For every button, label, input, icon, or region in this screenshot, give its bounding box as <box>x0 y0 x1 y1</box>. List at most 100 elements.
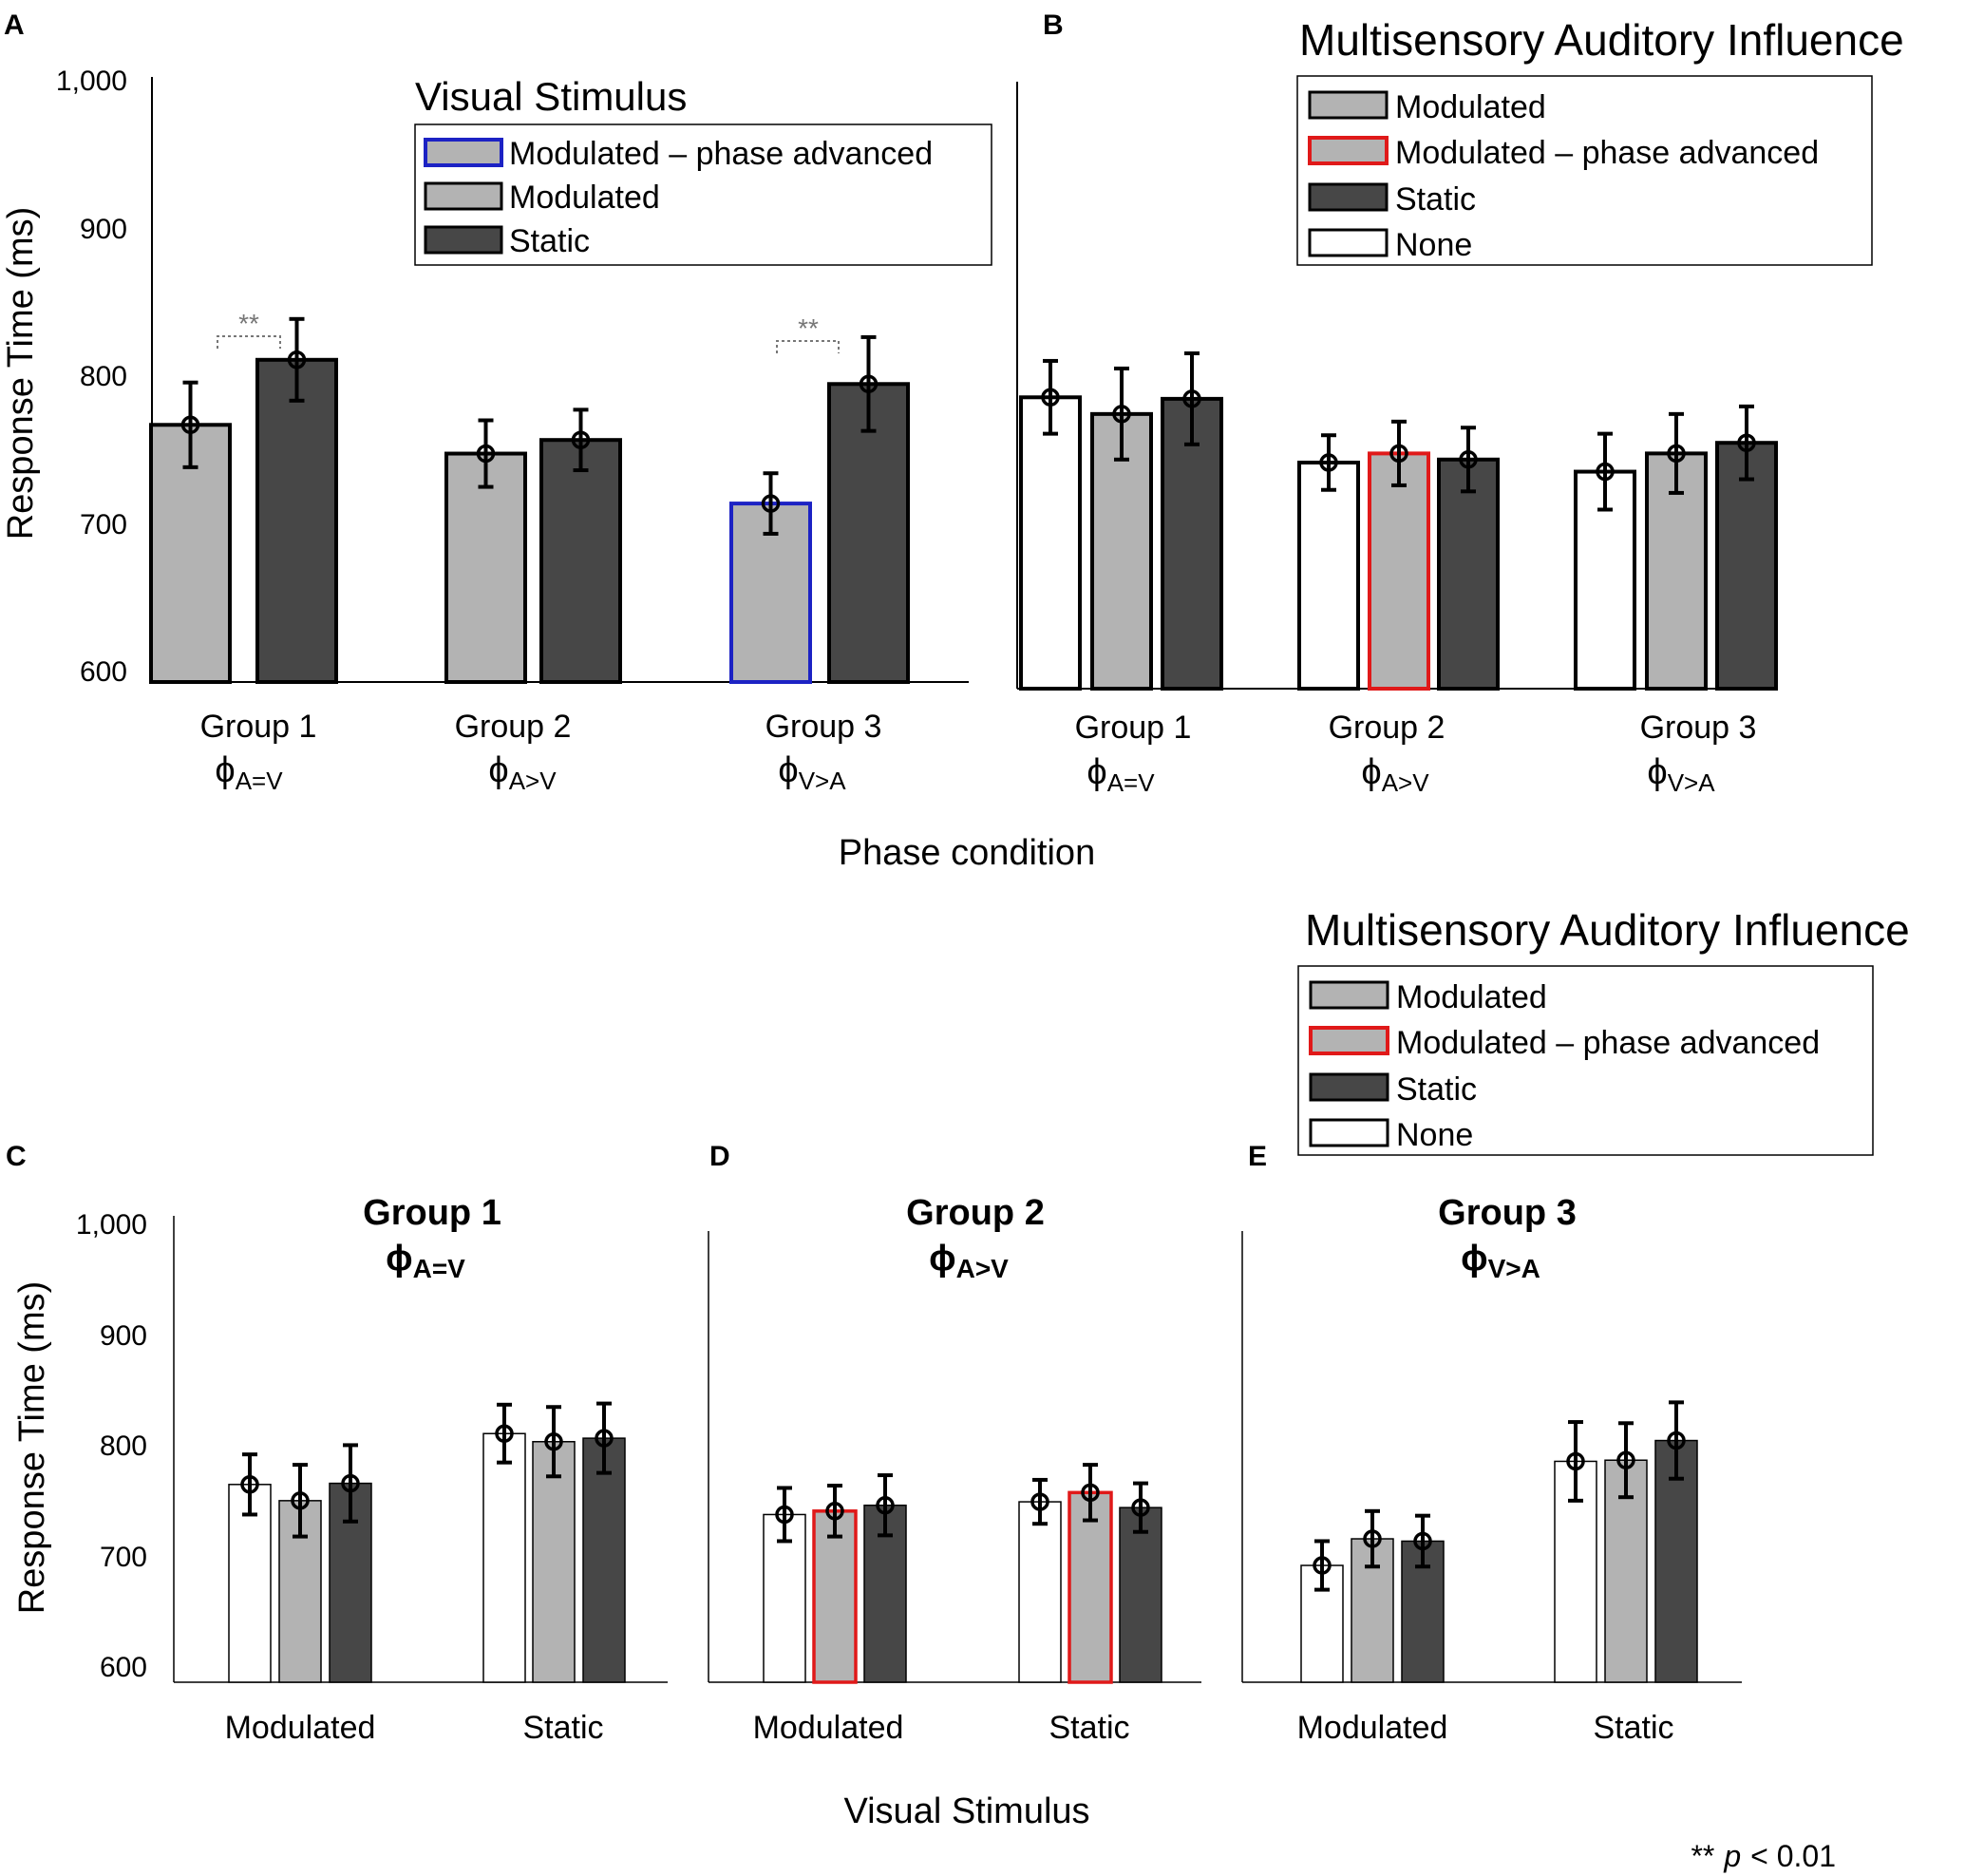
sig-marker: ** <box>238 309 259 338</box>
mean-marker <box>1459 450 1478 469</box>
mean-marker <box>1667 1431 1686 1450</box>
mean-marker <box>287 351 307 370</box>
phi-subscript: V>A <box>799 767 847 795</box>
panel-d-subtitle: ϕA>V <box>929 1239 1009 1283</box>
phi-symbol: ϕ <box>488 750 508 790</box>
panel-a-ytick-label: 900 <box>80 214 127 245</box>
legend-swatch <box>1309 1026 1389 1055</box>
panel-c: C Response Time (ms) 1,000 900 800 700 6… <box>6 1141 668 1746</box>
legend-box <box>1296 75 1873 266</box>
panel-label-b: B <box>1043 9 1064 41</box>
panel-d-title: Group 2 <box>906 1193 1045 1233</box>
sig-bracket <box>217 335 281 349</box>
bar-none <box>482 1432 526 1683</box>
bar-static <box>1437 457 1500 691</box>
panel-a-ticks: 1,000 900 800 700 600 <box>56 66 127 688</box>
mean-marker <box>1319 453 1338 472</box>
panel-d-bars <box>763 1463 1162 1684</box>
legend-title: Multisensory Auditory Influence <box>1305 905 1910 955</box>
panel-b: B Group 1 ϕA=V Group 2 ϕA>V Group 3 ϕV>A… <box>1016 9 1904 797</box>
legend-label: None <box>1395 227 1472 263</box>
panel-label-c: C <box>6 1141 27 1172</box>
legend-label: Static <box>1396 1071 1477 1108</box>
panel-a-ytick-label: 700 <box>80 509 127 540</box>
panel-e-subtitle: ϕV>A <box>1461 1239 1540 1283</box>
sig-marker: ** <box>798 313 819 343</box>
category-label: Modulated <box>1297 1710 1448 1746</box>
legend-label: Static <box>1395 181 1476 218</box>
panel-b-legend: Multisensory Auditory Influence Modulate… <box>1296 15 1904 266</box>
category-phase: ϕA>V <box>1361 752 1429 797</box>
xlabel-phase-condition: Phase condition <box>839 833 1095 873</box>
panel-label-d: D <box>709 1141 730 1172</box>
mean-marker <box>476 444 496 464</box>
panel-c-subtitle: ϕA=V <box>386 1239 465 1283</box>
phi-subscript: V>A <box>1488 1254 1540 1283</box>
legend-label: Modulated <box>509 180 660 216</box>
legend-label: Modulated – phase advanced <box>509 136 933 172</box>
panel-a-ylabel: Response Time (ms) <box>1 207 41 540</box>
bar-static <box>1654 1439 1698 1683</box>
phi-subscript: A=V <box>236 767 284 795</box>
mean-marker <box>1413 1531 1432 1551</box>
legend-swatch <box>424 138 503 167</box>
phi-subscript: V>A <box>1668 768 1716 797</box>
panel-d: D Group 2 ϕA>V Modulated Static <box>708 1141 1201 1746</box>
bar-static <box>255 357 338 684</box>
footnote-threshold: < 0.01 <box>1750 1839 1836 1873</box>
mean-marker <box>761 494 781 513</box>
bar-none <box>1018 1501 1062 1683</box>
mean-marker <box>775 1505 794 1525</box>
panel-a-ytick-label: 800 <box>80 361 127 392</box>
mean-marker <box>1389 444 1408 464</box>
legend-label: Static <box>509 223 590 259</box>
phi-symbol: ϕ <box>778 750 798 790</box>
legend-label: Modulated <box>1395 89 1546 125</box>
mean-marker <box>180 415 200 435</box>
legend-swatch <box>1308 182 1389 212</box>
panel-c-ylabel: Response Time (ms) <box>12 1281 52 1615</box>
mean-marker <box>1737 433 1756 452</box>
panel-c-bars <box>228 1401 626 1683</box>
panel-b-category-labels: Group 1 ϕA=V Group 2 ϕA>V Group 3 ϕV>A <box>1075 710 1757 797</box>
category-phase: ϕA=V <box>1086 752 1155 797</box>
mean-marker <box>825 1502 844 1521</box>
bar-modulated <box>1368 451 1430 692</box>
legend-swatch <box>424 181 503 211</box>
legend-swatch <box>424 225 503 255</box>
bar-static <box>1161 396 1223 691</box>
mean-marker <box>1182 389 1201 408</box>
panel-b-bars <box>1019 351 1778 692</box>
mean-marker <box>1667 444 1686 464</box>
panel-label-a: A <box>4 9 25 41</box>
bar-static <box>1119 1506 1162 1683</box>
legend-swatch <box>1308 228 1389 257</box>
legend-swatch <box>1308 136 1389 165</box>
category-label: Static <box>1593 1710 1673 1746</box>
mean-marker <box>1041 388 1060 407</box>
panel-e: E Group 3 ϕV>A Modulated Static <box>1241 1141 1742 1746</box>
phi-subscript: A>V <box>1382 768 1430 797</box>
phi-subscript: A=V <box>1107 768 1156 797</box>
phi-symbol: ϕ <box>1647 752 1667 792</box>
mean-marker <box>495 1424 514 1443</box>
category-label: Modulated <box>753 1710 904 1746</box>
category-label: Group 3 <box>1640 710 1757 746</box>
legend-box <box>414 123 992 266</box>
panel-c-ytick-label: 900 <box>100 1320 147 1352</box>
panel-a: A Response Time (ms) 1,000 900 800 700 6… <box>1 9 992 795</box>
panel-a-bars <box>149 316 910 685</box>
phi-subscript: A>V <box>956 1254 1010 1283</box>
bar-modulated <box>1068 1490 1113 1684</box>
mean-marker <box>1363 1529 1382 1548</box>
mean-marker <box>1131 1498 1150 1517</box>
mean-marker <box>341 1473 360 1493</box>
panel-a-legend: Visual Stimulus Modulated – phase advanc… <box>414 74 992 266</box>
phi-subscript: A>V <box>509 767 557 795</box>
mean-marker <box>1030 1492 1049 1511</box>
panel-a-sig-bracket-1: ** <box>217 309 281 349</box>
footnote: ** p < 0.01 <box>1691 1839 1836 1873</box>
panel-a-ytick-label: 1,000 <box>56 66 127 97</box>
phi-symbol: ϕ <box>929 1239 955 1279</box>
footnote-p: p <box>1723 1839 1741 1873</box>
